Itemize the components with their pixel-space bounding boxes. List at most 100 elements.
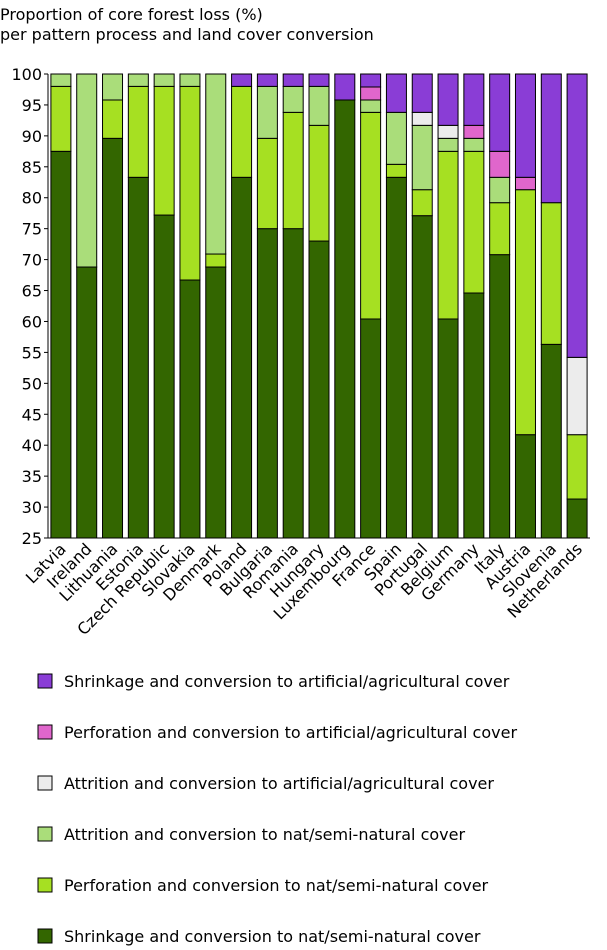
bar-segment (205, 73, 227, 255)
y-tick-label: 40 (22, 436, 42, 455)
bar-segment (76, 266, 98, 539)
bar-segment (153, 73, 175, 87)
legend-label: Perforation and conversion to nat/semi-n… (64, 876, 489, 895)
y-tick-label: 70 (22, 251, 42, 270)
bar-segment (153, 214, 175, 539)
bar-segment (50, 85, 72, 152)
bar-segment (463, 124, 485, 139)
bar-segment (50, 150, 72, 539)
bar-segment (256, 85, 278, 139)
legend-swatch (37, 775, 53, 791)
bar-segment (566, 73, 588, 358)
bar-segment (411, 73, 433, 113)
legend-swatch (37, 724, 53, 740)
legend-swatch (37, 877, 53, 893)
bar-segment (231, 85, 253, 178)
y-tick-label: 80 (22, 189, 42, 208)
bar-segment (463, 292, 485, 539)
bar-segment (308, 85, 330, 126)
y-tick-label: 75 (22, 220, 42, 239)
bar-segment (360, 73, 382, 88)
bar-segment (231, 73, 253, 87)
bar-segment (231, 176, 253, 539)
bar-segment (411, 189, 433, 217)
bar-segment (102, 137, 124, 539)
bar-segment (566, 434, 588, 500)
bar-segment (256, 137, 278, 230)
bar-segment (489, 150, 511, 178)
y-tick-label: 90 (22, 127, 42, 146)
bar-segment (463, 73, 485, 126)
bar-segment (489, 176, 511, 204)
bar-segment (463, 150, 485, 294)
y-tick-label: 25 (22, 529, 42, 548)
bar-segment (514, 176, 536, 191)
bar-segment (308, 240, 330, 539)
bar-segment (308, 73, 330, 87)
y-tick-label: 65 (22, 282, 42, 301)
bar-segment (179, 85, 201, 281)
bar-segment (127, 85, 149, 178)
bar-segment (411, 111, 433, 126)
bar-segment (540, 202, 562, 345)
y-tick-label: 30 (22, 498, 42, 517)
bar-segment (102, 99, 124, 139)
bar-segment (50, 73, 72, 87)
bar-segment (437, 318, 459, 539)
bar-segment (360, 111, 382, 320)
y-tick-label: 95 (22, 96, 42, 115)
y-tick-label: 35 (22, 467, 42, 486)
bar-segment (127, 176, 149, 539)
bar-segment (514, 189, 536, 436)
bar-segment (437, 150, 459, 320)
legend-label: Shrinkage and conversion to artificial/a… (64, 672, 510, 691)
bar-segment (566, 356, 588, 436)
bar-segment (282, 73, 304, 87)
legend-label: Shrinkage and conversion to nat/semi-nat… (64, 927, 481, 946)
bar-segment (334, 99, 356, 539)
bar-segment (179, 73, 201, 87)
bar-segment (282, 85, 304, 113)
bar-segment (566, 498, 588, 539)
bar-segment (489, 202, 511, 256)
bar-segment (385, 111, 407, 165)
bar-segment (360, 99, 382, 113)
bar-segment (411, 124, 433, 191)
bar-segment (489, 73, 511, 152)
chart-title: Proportion of core forest loss (%) (0, 5, 263, 24)
bar-segment (308, 124, 330, 242)
bar-segment (334, 73, 356, 101)
y-tick-label: 45 (22, 405, 42, 424)
y-tick-label: 85 (22, 158, 42, 177)
legend-swatch (37, 673, 53, 689)
bar-segment (102, 73, 124, 101)
legend-swatch (37, 928, 53, 944)
bar-segment (256, 228, 278, 539)
bar-segment (489, 254, 511, 539)
bar-segment (127, 73, 149, 87)
bar-segment (360, 318, 382, 539)
y-tick-label: 60 (22, 312, 42, 331)
bar-segment (385, 73, 407, 113)
bar-segment (437, 124, 459, 139)
bar-segment (540, 73, 562, 204)
bar-segment (437, 137, 459, 152)
y-tick-label: 100 (11, 65, 42, 84)
y-tick-label: 55 (22, 343, 42, 362)
bar-segment (282, 111, 304, 230)
bar-segment (205, 266, 227, 539)
bar-segment (153, 85, 175, 216)
bar-segment (514, 434, 536, 539)
chart-subtitle: per pattern process and land cover conve… (0, 25, 374, 44)
legend-label: Attrition and conversion to nat/semi-nat… (64, 825, 465, 844)
bar-segment (385, 163, 407, 178)
bar-segment (76, 73, 98, 268)
y-tick-label: 50 (22, 374, 42, 393)
bar-segment (360, 86, 382, 101)
bar-segment (540, 343, 562, 539)
bar-segment (437, 73, 459, 126)
legend-label: Perforation and conversion to artificial… (64, 723, 517, 742)
bar-segment (205, 253, 227, 268)
legend-label: Attrition and conversion to artificial/a… (64, 774, 494, 793)
